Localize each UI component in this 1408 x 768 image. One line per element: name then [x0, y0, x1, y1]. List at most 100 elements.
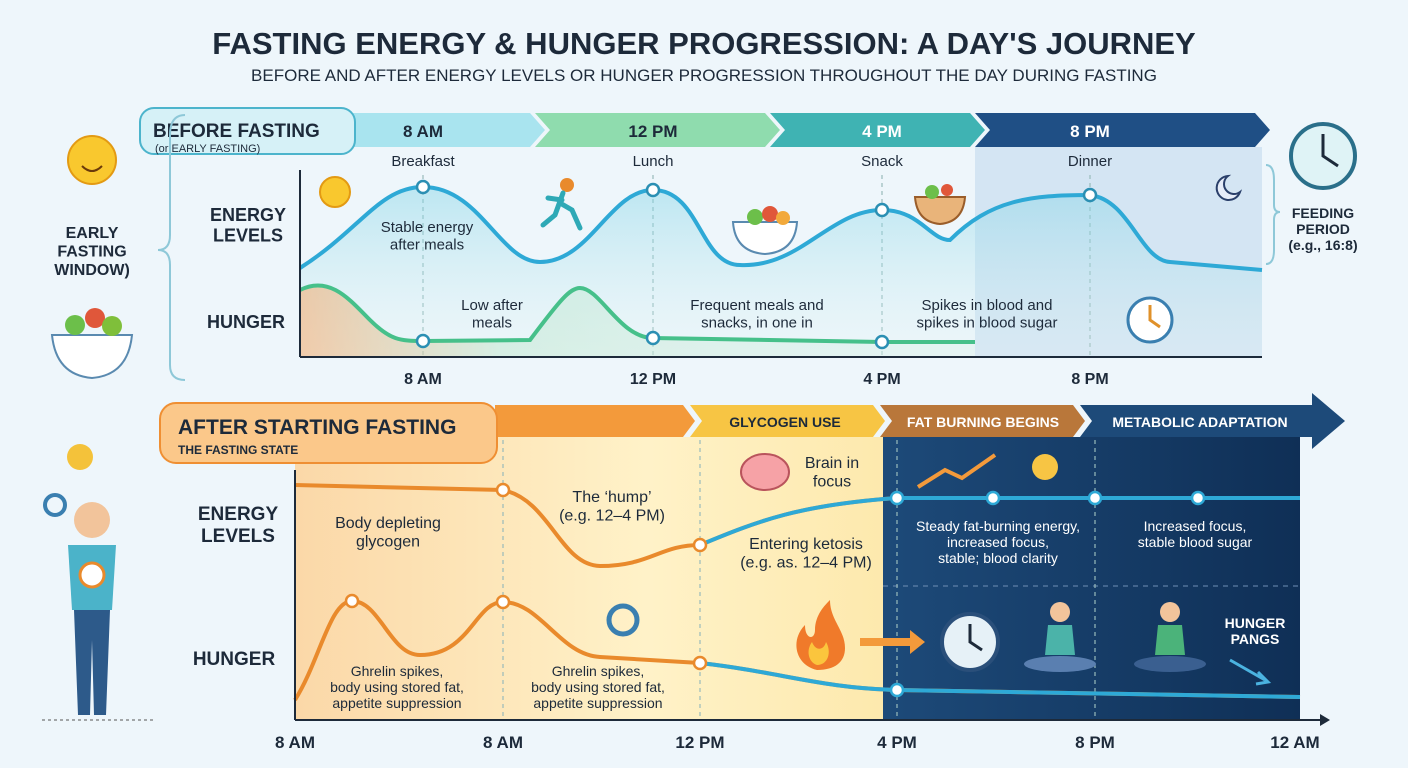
x-label: 12 PM	[630, 371, 676, 388]
text-line: Stable energy	[381, 219, 474, 236]
text-line: (e.g. as. 12–4 PM)	[740, 554, 872, 571]
text-line: ENERGY	[210, 205, 286, 225]
text-line: body using stored fat,	[330, 679, 464, 695]
meditation-icon-part	[1045, 625, 1075, 655]
phase-arrow	[690, 405, 885, 437]
clock-icon	[1126, 296, 1174, 344]
phase-arrow	[880, 405, 1085, 437]
markers-part	[1190, 490, 1206, 506]
text-line: Low after	[461, 297, 523, 314]
markers-part	[889, 682, 905, 698]
sun-icon-part	[319, 176, 351, 208]
meditation-icon-part	[1024, 656, 1096, 672]
bowl-icon-part	[762, 206, 778, 222]
meal-label: Breakfast	[391, 153, 455, 170]
annotation: Steady fat-burning energy, increased focu…	[916, 518, 1080, 566]
markers-part	[495, 482, 511, 498]
sun-icon-part	[81, 165, 103, 172]
time-arrow	[770, 113, 985, 147]
text-line: appetite suppression	[533, 695, 662, 711]
x-label: 12 AM	[1270, 733, 1319, 752]
meal-label: Snack	[861, 153, 903, 170]
clock-icon-part	[1148, 305, 1161, 329]
text-line: appetite suppression	[332, 695, 461, 711]
clock-icon	[940, 612, 1000, 672]
meditation-icon-part	[1134, 656, 1206, 672]
sun-icon-part	[67, 135, 117, 185]
person-icon-part	[74, 610, 110, 715]
annotation: Brain in focus	[805, 455, 859, 490]
fire-icon-part	[808, 642, 829, 665]
phase-label: GLYCOGEN USE	[729, 414, 841, 430]
text-line: increased focus,	[947, 534, 1049, 550]
annotation: Body depleting glycogen	[335, 515, 441, 550]
x-label: 8 AM	[404, 371, 442, 388]
text-line: Increased focus,	[1144, 518, 1247, 534]
bowl-icon	[50, 308, 134, 380]
time-label: 8 PM	[1070, 122, 1110, 141]
time-arrow	[340, 113, 545, 147]
trend-icon	[916, 453, 997, 489]
time-arrow	[975, 113, 1270, 147]
hunger-curve	[299, 283, 975, 344]
markers-part	[1082, 187, 1098, 203]
bowl-icon-part	[776, 211, 790, 225]
text-line: glycogen	[356, 533, 420, 550]
bulb-icon	[1032, 454, 1058, 480]
time-arrow	[535, 113, 780, 147]
row-label: ENERGY LEVELS	[210, 205, 286, 246]
markers-part	[692, 537, 708, 553]
meal-label: Dinner	[1068, 153, 1112, 170]
text-line: Frequent meals and	[690, 297, 823, 314]
annotation: Ghrelin spikes, body using stored fat, app…	[330, 663, 464, 711]
bowl-icon-part	[913, 196, 967, 226]
phase-label: METABOLIC ADAPTATION	[1112, 414, 1287, 430]
text-line: snacks, in one in	[701, 314, 813, 331]
markers-part	[889, 490, 905, 506]
text-line: spikes in blood sugar	[917, 314, 1058, 331]
text-line: Spikes in blood and	[922, 297, 1053, 314]
bowl-icon	[731, 206, 799, 256]
text-line: LEVELS	[213, 226, 283, 246]
meditation-icon-part	[1050, 602, 1070, 622]
bowl-icon-part	[65, 315, 85, 335]
arrow-icon	[1229, 658, 1272, 686]
phase-arrow	[1080, 393, 1345, 449]
text-line: Brain in	[805, 455, 859, 472]
x-label: 8 PM	[1075, 733, 1115, 752]
food-icon	[67, 444, 93, 470]
x-label: 8 PM	[1071, 371, 1108, 388]
text-line: Ghrelin spikes,	[351, 663, 444, 679]
clock-icon	[1289, 122, 1357, 190]
fire-icon-part	[796, 600, 845, 670]
text-line: (e.g. 12–4 PM)	[559, 507, 665, 524]
text-line: FASTING	[57, 243, 126, 260]
clock-icon-part	[1321, 134, 1339, 168]
markers-part	[645, 182, 661, 198]
axis-arrow	[1320, 714, 1330, 726]
markers-part	[874, 202, 890, 218]
bowl-icon-part	[731, 221, 799, 256]
markers-part	[692, 655, 708, 671]
x-label: 8 AM	[483, 733, 523, 752]
badge	[139, 107, 356, 155]
row-label: HUNGER	[193, 649, 276, 670]
sun-icon	[67, 135, 117, 185]
annotation: Ghrelin spikes, body using stored fat, app…	[531, 663, 665, 711]
bowl-icon	[913, 184, 967, 226]
annotation: Entering ketosis (e.g. as. 12–4 PM)	[740, 536, 872, 571]
meditation-icon	[1024, 602, 1096, 672]
fat-zone	[883, 437, 1300, 720]
title: FASTING ENERGY & HUNGER PROGRESSION: A D…	[212, 26, 1196, 61]
markers	[415, 179, 1098, 350]
markers	[344, 482, 708, 671]
text-line: Ghrelin spikes,	[552, 663, 645, 679]
text-line: (e.g., 16:8)	[1288, 237, 1357, 253]
annotation: The ‘hump’ (e.g. 12–4 PM)	[559, 489, 665, 524]
brain-icon	[740, 453, 790, 491]
runner-icon-part	[540, 190, 583, 231]
meditation-icon	[1134, 602, 1206, 672]
person-icon-part	[74, 502, 110, 538]
x-label: 4 PM	[863, 371, 900, 388]
